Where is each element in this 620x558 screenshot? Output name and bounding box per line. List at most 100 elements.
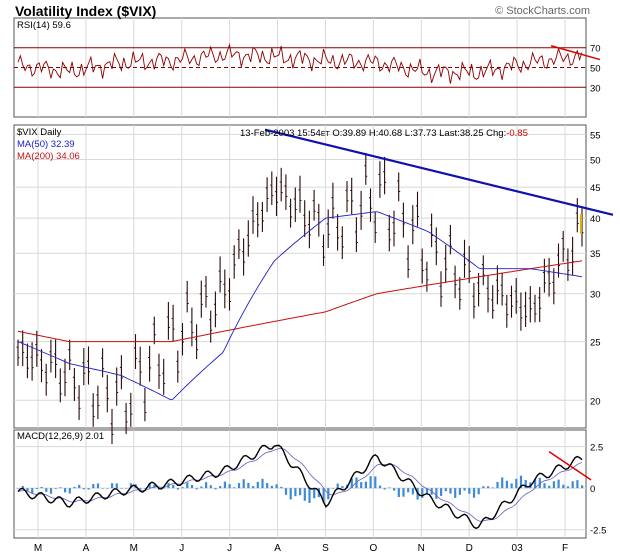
macd-histogram-bar xyxy=(360,482,363,489)
macd-histogram-bar xyxy=(313,488,316,499)
x-axis-label-1: A xyxy=(83,543,90,554)
macd-histogram-bar xyxy=(444,488,447,492)
macd-histogram-bar xyxy=(87,488,90,490)
macd-histogram-bar xyxy=(294,488,297,497)
quote-line: 13-Feb-2003 15:54ET O:39.89 H:40.68 L:37… xyxy=(240,128,528,139)
price-panel-frame xyxy=(13,124,587,429)
macd-histogram-bar xyxy=(388,487,391,489)
macd-histogram-bar xyxy=(78,484,81,489)
macd-histogram-bar xyxy=(355,477,358,489)
x-axis-label-8: N xyxy=(418,543,425,554)
macd-histogram-bar xyxy=(21,485,24,489)
macd-histogram-bar xyxy=(261,478,264,489)
macd-histogram-bar xyxy=(548,485,551,489)
macd-histogram-bar xyxy=(195,488,198,490)
macd-histogram-bar xyxy=(519,475,523,489)
macd-histogram-bar xyxy=(26,488,29,491)
x-axis-label-2: M xyxy=(130,543,138,554)
macd-histogram-bar xyxy=(463,488,466,491)
price-tick-25: 25 xyxy=(590,338,601,349)
macd-histogram-bar xyxy=(115,483,118,489)
macd-histogram-bar xyxy=(209,485,212,489)
macd-histogram-bar xyxy=(299,488,302,496)
macd-histogram-bar xyxy=(200,486,203,489)
macd-histogram-bar xyxy=(411,488,414,495)
macd-histogram-bar xyxy=(73,486,76,489)
macd-histogram-bar xyxy=(17,488,20,489)
macd-signal-line xyxy=(17,447,583,522)
macd-histogram-bar xyxy=(566,486,570,489)
macd-histogram-bar xyxy=(219,486,222,489)
macd-histogram-bar xyxy=(40,486,43,489)
macd-histogram-bar xyxy=(172,485,175,489)
macd-histogram-bar xyxy=(557,479,560,489)
macd-histogram-bar xyxy=(275,484,278,489)
macd-histogram-bar xyxy=(82,488,85,490)
macd-histogram-bar xyxy=(524,479,527,489)
macd-histogram-bar xyxy=(31,488,34,494)
macd-histogram-bar xyxy=(176,488,179,490)
macd-histogram-bar xyxy=(487,486,490,489)
macd-histogram-bar xyxy=(393,488,396,491)
macd-histogram-bar xyxy=(237,483,241,489)
macd-histogram-bar xyxy=(552,481,555,489)
macd-histogram-bar xyxy=(491,487,494,489)
macd-histogram-bar xyxy=(247,482,250,489)
macd-histogram-bar xyxy=(402,488,405,497)
macd-line xyxy=(17,444,583,530)
macd-histogram-bar xyxy=(223,481,226,489)
macd-histogram-bar xyxy=(477,488,480,495)
ma50-label: MA(50) 32.39 xyxy=(17,139,75,150)
macd-histogram-bar xyxy=(435,488,438,499)
macd-histogram-bar xyxy=(233,487,236,489)
macd-histogram-bar xyxy=(162,487,165,489)
macd-histogram-bar xyxy=(280,486,283,489)
macd-histogram-bar xyxy=(397,488,400,498)
macd-histogram-bar xyxy=(101,488,104,489)
macd-histogram-bar xyxy=(421,488,424,498)
macd-histogram-bar xyxy=(378,485,382,489)
macd-histogram-bar xyxy=(252,486,255,489)
macd-histogram-bar xyxy=(383,488,386,490)
ma200-label: MA(200) 34.06 xyxy=(17,151,80,162)
macd-histogram-bar xyxy=(148,483,151,489)
macd-histogram-bar xyxy=(54,488,57,489)
x-axis-label-0: M xyxy=(34,543,42,554)
macd-histogram-bar xyxy=(331,488,335,489)
macd-histogram-bar xyxy=(284,488,288,495)
quote-high: H:40.68 xyxy=(368,128,403,139)
macd-histogram-bar xyxy=(111,483,114,489)
macd-histogram-bar xyxy=(543,483,546,489)
macd-divergence-line xyxy=(548,450,592,481)
price-tick-55: 55 xyxy=(590,130,601,141)
macd-histogram-bar xyxy=(505,480,508,489)
macd-histogram-bar xyxy=(454,488,457,498)
macd-histogram-bar xyxy=(308,488,311,503)
macd-histogram-bar xyxy=(407,488,410,493)
macd-histogram-bar xyxy=(289,488,292,500)
price-tick-40: 40 xyxy=(590,214,601,225)
macd-histogram-bar xyxy=(186,482,189,489)
macd-histogram-bar xyxy=(120,488,123,489)
macd-histogram-bar xyxy=(139,488,142,490)
macd-histogram-bar xyxy=(369,476,372,489)
macd-histogram-bar xyxy=(336,483,339,489)
macd-histogram-bar xyxy=(374,476,377,489)
rsi-divergence-line xyxy=(550,44,601,61)
macd-histogram-bar xyxy=(190,484,194,489)
macd-histogram-bar xyxy=(45,488,48,492)
ma50-line xyxy=(17,211,583,401)
macd-histogram-bar xyxy=(322,488,325,503)
macd-histogram-bar xyxy=(425,488,429,494)
quote-open: O:39.89 xyxy=(332,128,367,139)
symbol-label: $VIX Daily xyxy=(17,127,62,138)
x-axis-label-3: J xyxy=(179,543,184,554)
macd-histogram-bar xyxy=(181,487,184,489)
macd-histogram-bar xyxy=(468,488,471,494)
macd-histogram-bar xyxy=(49,488,53,494)
macd-histogram-bar xyxy=(364,481,367,489)
price-tick-45: 45 xyxy=(590,183,601,194)
macd-histogram-bar xyxy=(472,488,476,498)
price-tick-35: 35 xyxy=(590,249,601,260)
macd-histogram-bar xyxy=(341,486,344,489)
